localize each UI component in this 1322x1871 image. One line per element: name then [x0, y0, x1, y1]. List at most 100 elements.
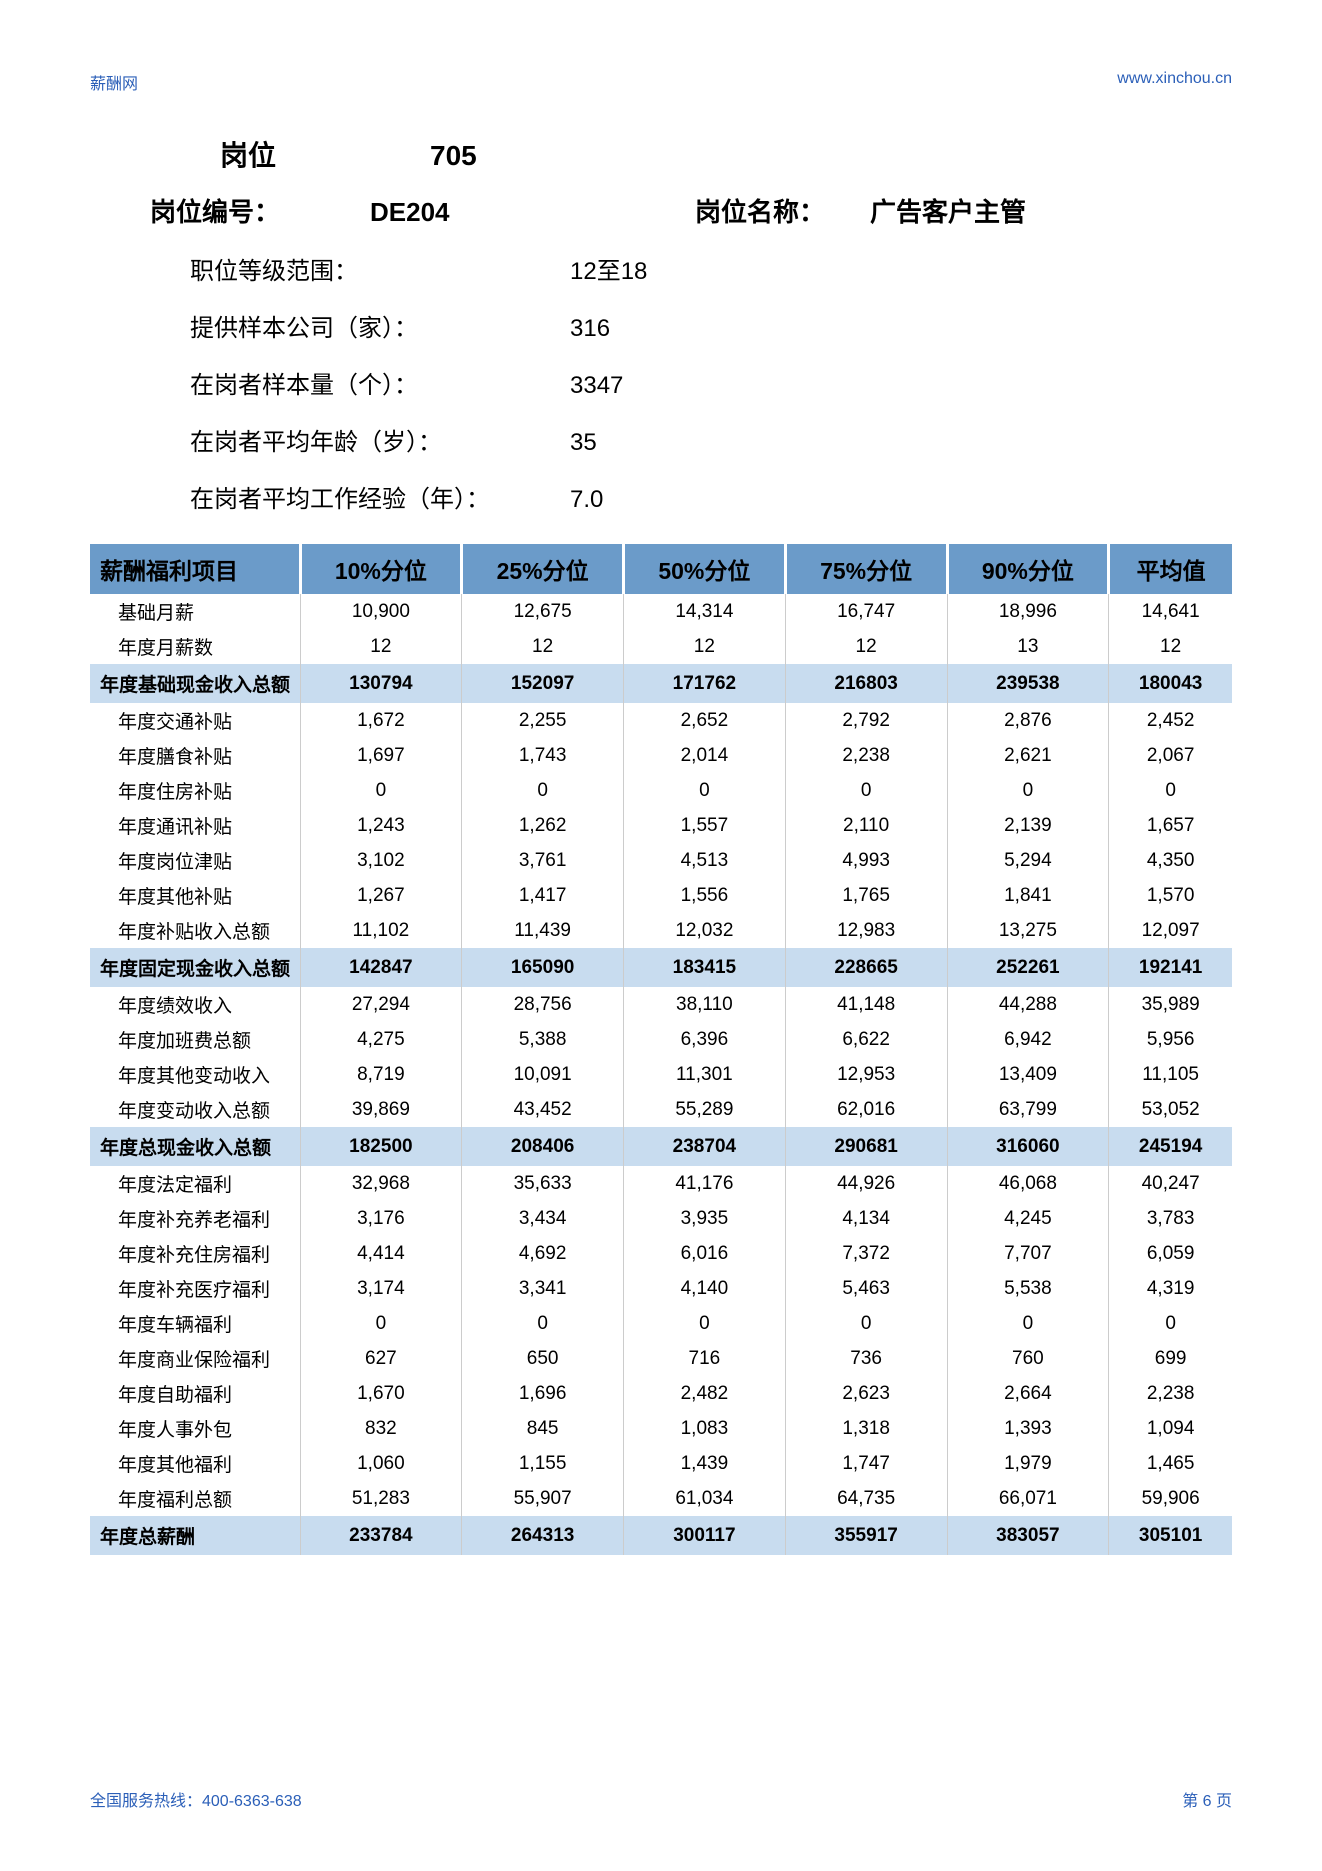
table-cell: 年度岗位津贴 [90, 843, 300, 878]
table-cell: 2,623 [785, 1376, 947, 1411]
table-cell: 142847 [300, 948, 462, 987]
table-cell: 1,747 [785, 1446, 947, 1481]
table-cell: 7,372 [785, 1236, 947, 1271]
table-cell: 62,016 [785, 1092, 947, 1127]
table-cell: 年度固定现金收入总额 [90, 948, 300, 987]
table-cell: 0 [785, 1306, 947, 1341]
table-cell: 3,102 [300, 843, 462, 878]
info-label: 在岗者平均工作经验（年）： [190, 479, 570, 514]
info-label: 在岗者平均年龄（岁）： [190, 422, 570, 457]
info-value: 7.0 [570, 486, 603, 514]
table-cell: 3,341 [462, 1271, 624, 1306]
table-row: 年度补充养老福利3,1763,4343,9354,1344,2453,783 [90, 1201, 1232, 1236]
table-cell: 46,068 [947, 1166, 1109, 1201]
table-row: 年度车辆福利000000 [90, 1306, 1232, 1341]
table-cell: 12 [300, 629, 462, 664]
table-cell: 年度补充住房福利 [90, 1236, 300, 1271]
table-cell: 12,675 [462, 594, 624, 629]
table-cell: 12,953 [785, 1057, 947, 1092]
table-cell: 63,799 [947, 1092, 1109, 1127]
table-cell: 40,247 [1109, 1166, 1232, 1201]
table-cell: 0 [462, 773, 624, 808]
info-value: 3347 [570, 372, 623, 400]
table-cell: 3,783 [1109, 1201, 1232, 1236]
table-cell: 43,452 [462, 1092, 624, 1127]
table-cell: 10,091 [462, 1057, 624, 1092]
table-cell: 12,032 [624, 913, 786, 948]
table-cell: 0 [947, 773, 1109, 808]
table-row: 年度月薪数121212121312 [90, 629, 1232, 664]
table-cell: 2,482 [624, 1376, 786, 1411]
table-cell: 11,301 [624, 1057, 786, 1092]
table-cell: 4,350 [1109, 843, 1232, 878]
table-header-row: 薪酬福利项目10%分位25%分位50%分位75%分位90%分位平均值 [90, 544, 1232, 594]
table-cell: 8,719 [300, 1057, 462, 1092]
table-row: 年度福利总额51,28355,90761,03464,73566,07159,9… [90, 1481, 1232, 1516]
table-cell: 11,105 [1109, 1057, 1232, 1092]
info-value: 316 [570, 315, 610, 343]
table-cell: 6,942 [947, 1022, 1109, 1057]
table-cell: 760 [947, 1341, 1109, 1376]
table-row: 年度绩效收入27,29428,75638,11041,14844,28835,9… [90, 987, 1232, 1022]
table-cell: 年度变动收入总额 [90, 1092, 300, 1127]
site-url: www.xinchou.cn [1117, 70, 1232, 94]
table-row: 年度补充住房福利4,4144,6926,0167,3727,7076,059 [90, 1236, 1232, 1271]
table-cell: 316060 [947, 1127, 1109, 1166]
table-header: 90%分位 [947, 544, 1109, 594]
table-cell: 1,557 [624, 808, 786, 843]
table-cell: 2,067 [1109, 738, 1232, 773]
table-cell: 716 [624, 1341, 786, 1376]
table-cell: 165090 [462, 948, 624, 987]
table-cell: 13,275 [947, 913, 1109, 948]
table-cell: 38,110 [624, 987, 786, 1022]
table-row: 基础月薪10,90012,67514,31416,74718,99614,641 [90, 594, 1232, 629]
table-cell: 233784 [300, 1516, 462, 1555]
table-cell: 41,148 [785, 987, 947, 1022]
table-cell: 年度总现金收入总额 [90, 1127, 300, 1166]
table-row: 年度法定福利32,96835,63341,17644,92646,06840,2… [90, 1166, 1232, 1201]
table-cell: 1,979 [947, 1446, 1109, 1481]
table-cell: 1,439 [624, 1446, 786, 1481]
site-name: 薪酬网 [90, 70, 138, 94]
table-cell: 年度绩效收入 [90, 987, 300, 1022]
table-row: 年度其他福利1,0601,1551,4391,7471,9791,465 [90, 1446, 1232, 1481]
table-header: 薪酬福利项目 [90, 544, 300, 594]
table-cell: 年度总薪酬 [90, 1516, 300, 1555]
table-cell: 130794 [300, 664, 462, 703]
table-cell: 1,697 [300, 738, 462, 773]
table-cell: 12 [785, 629, 947, 664]
table-cell: 1,841 [947, 878, 1109, 913]
table-cell: 5,956 [1109, 1022, 1232, 1057]
table-cell: 13,409 [947, 1057, 1109, 1092]
table-cell: 239538 [947, 664, 1109, 703]
table-cell: 305101 [1109, 1516, 1232, 1555]
table-cell: 1,094 [1109, 1411, 1232, 1446]
table-cell: 2,238 [1109, 1376, 1232, 1411]
info-value: 35 [570, 429, 597, 457]
table-cell: 51,283 [300, 1481, 462, 1516]
table-cell: 年度加班费总额 [90, 1022, 300, 1057]
table-cell: 11,439 [462, 913, 624, 948]
table-cell: 4,140 [624, 1271, 786, 1306]
table-cell: 16,747 [785, 594, 947, 629]
table-cell: 5,294 [947, 843, 1109, 878]
table-cell: 3,174 [300, 1271, 462, 1306]
table-cell: 2,255 [462, 703, 624, 738]
table-cell: 2,792 [785, 703, 947, 738]
table-cell: 2,876 [947, 703, 1109, 738]
table-cell: 1,670 [300, 1376, 462, 1411]
table-cell: 14,314 [624, 594, 786, 629]
table-cell: 年度交通补贴 [90, 703, 300, 738]
table-cell: 2,238 [785, 738, 947, 773]
info-value: 12至18 [570, 251, 647, 286]
table-cell: 1,243 [300, 808, 462, 843]
table-cell: 228665 [785, 948, 947, 987]
salary-table: 薪酬福利项目10%分位25%分位50%分位75%分位90%分位平均值 基础月薪1… [90, 544, 1232, 1555]
table-cell: 845 [462, 1411, 624, 1446]
table-row: 年度人事外包8328451,0831,3181,3931,094 [90, 1411, 1232, 1446]
table-cell: 4,414 [300, 1236, 462, 1271]
table-cell: 10,900 [300, 594, 462, 629]
table-cell: 5,463 [785, 1271, 947, 1306]
table-row: 年度变动收入总额39,86943,45255,28962,01663,79953… [90, 1092, 1232, 1127]
table-cell: 44,288 [947, 987, 1109, 1022]
